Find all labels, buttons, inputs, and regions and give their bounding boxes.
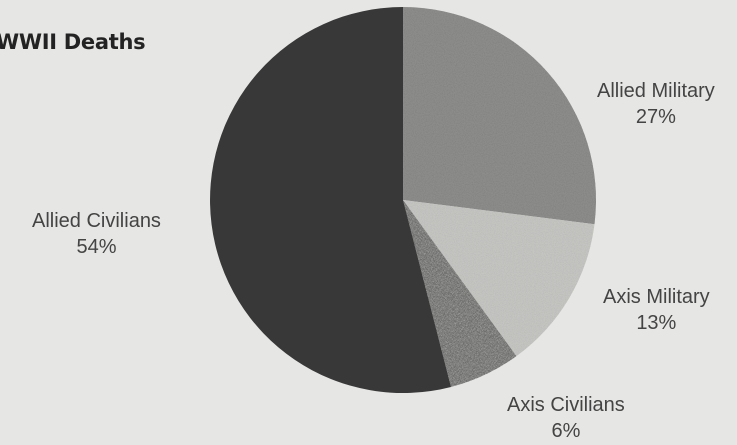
- slice-label-name: Allied Military: [597, 80, 715, 102]
- slice-label-name: Allied Civilians: [32, 210, 161, 232]
- pie-slices: [210, 6, 597, 394]
- slice-label-axis-military: Axis Military 13%: [603, 284, 710, 336]
- slice-label-name: Axis Military: [603, 286, 710, 308]
- pie-slice-allied-military: [403, 6, 597, 225]
- pie-slice-allied-civilians: [210, 7, 451, 394]
- chart-title: WWII Deaths: [0, 30, 146, 54]
- slice-label-allied-civilians: Allied Civilians 54%: [32, 208, 161, 260]
- slice-label-allied-military: Allied Military 27%: [597, 78, 715, 130]
- slice-label-name: Axis Civilians: [507, 394, 625, 416]
- slice-label-value: 13%: [636, 312, 677, 334]
- pie-slice-axis-military: [403, 200, 595, 357]
- slice-label-value: 54%: [76, 236, 117, 258]
- slice-label-value: 27%: [635, 106, 676, 128]
- slice-label-axis-civilians: Axis Civilians 6%: [507, 392, 625, 444]
- pie-slice-axis-civilians: [403, 200, 517, 387]
- slice-label-value: 6%: [551, 420, 581, 442]
